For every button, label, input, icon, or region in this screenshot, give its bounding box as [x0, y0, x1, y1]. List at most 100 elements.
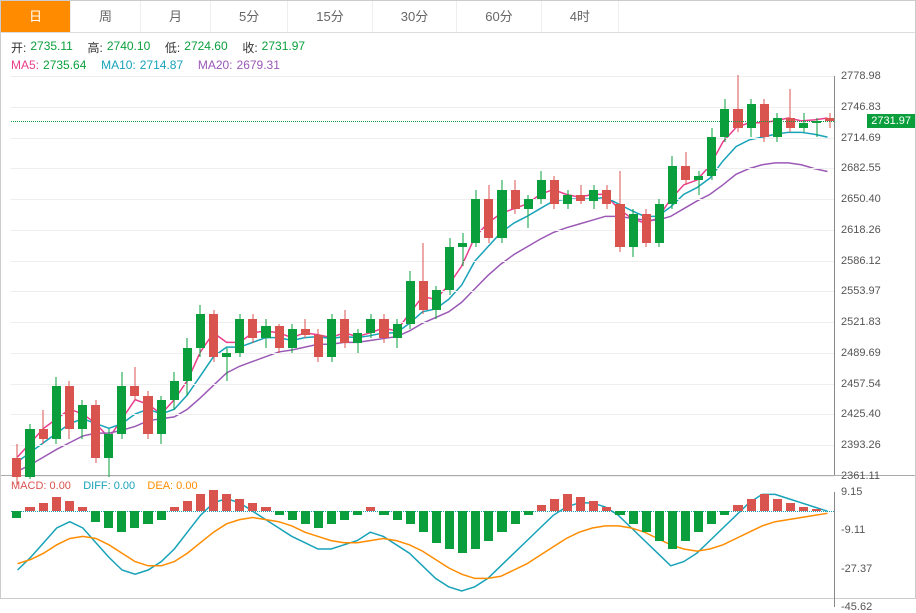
- diff-value: 0.00: [114, 480, 135, 492]
- macd-y-tick: 9.15: [841, 486, 862, 498]
- tab-3[interactable]: 5分: [211, 1, 288, 32]
- macd-bar: [484, 511, 493, 540]
- y-tick: 2746.83: [841, 101, 881, 113]
- macd-bar: [261, 507, 270, 511]
- macd-bar: [12, 511, 21, 517]
- macd-bar: [733, 505, 742, 511]
- macd-bar: [393, 511, 402, 519]
- chart-container: 日周月5分15分30分60分4时 开: 2735.11 高: 2740.10 低…: [0, 0, 916, 599]
- tab-0[interactable]: 日: [1, 1, 71, 32]
- macd-bar: [458, 511, 467, 553]
- tab-6[interactable]: 60分: [457, 1, 541, 32]
- macd-bar: [747, 499, 756, 512]
- macd-bar: [419, 511, 428, 532]
- macd-bar: [524, 511, 533, 515]
- y-tick: 2361.11: [841, 470, 880, 482]
- y-tick: 2521.83: [841, 316, 881, 328]
- macd-bar: [602, 507, 611, 511]
- y-tick: 2714.69: [841, 132, 881, 144]
- macd-bar: [78, 507, 87, 511]
- current-price-tag: 2731.97: [867, 114, 915, 128]
- macd-bar: [91, 511, 100, 521]
- y-tick: 2650.40: [841, 193, 881, 205]
- macd-bar: [720, 511, 729, 515]
- tab-1[interactable]: 周: [71, 1, 141, 32]
- macd-bar: [25, 507, 34, 511]
- macd-info: MACD: 0.00 DIFF: 0.00 DEA: 0.00: [1, 476, 915, 492]
- macd-bar: [275, 511, 284, 515]
- macd-bar: [760, 494, 769, 511]
- macd-bar: [589, 501, 598, 511]
- y-tick: 2489.69: [841, 347, 881, 359]
- macd-bar: [655, 511, 664, 540]
- y-tick: 2586.12: [841, 255, 881, 267]
- macd-bar: [406, 511, 415, 524]
- timeframe-tabs: 日周月5分15分30分60分4时: [1, 1, 915, 33]
- ma5-value: 2735.64: [43, 58, 86, 72]
- ma10-value: 2714.87: [140, 58, 183, 72]
- tab-5[interactable]: 30分: [373, 1, 457, 32]
- macd-y-tick: -45.62: [841, 601, 872, 613]
- macd-bar: [65, 501, 74, 511]
- macd-bar: [497, 511, 506, 532]
- macd-bar: [39, 503, 48, 511]
- low-label: 低:: [165, 39, 180, 56]
- tab-2[interactable]: 月: [141, 1, 211, 32]
- macd-bar: [104, 511, 113, 528]
- y-tick: 2618.26: [841, 224, 881, 236]
- macd-bar: [130, 511, 139, 528]
- macd-bar: [432, 511, 441, 542]
- candlestick-chart[interactable]: 2778.982746.832714.692682.552650.402618.…: [1, 76, 915, 476]
- y-tick: 2553.97: [841, 285, 881, 297]
- macd-bar: [694, 511, 703, 532]
- macd-value: 0.00: [50, 480, 71, 492]
- macd-bar: [550, 499, 559, 512]
- macd-bar: [301, 511, 310, 524]
- low-value: 2724.60: [184, 39, 227, 56]
- ma20-value: 2679.31: [237, 58, 280, 72]
- y-tick: 2425.40: [841, 408, 881, 420]
- macd-bar: [668, 511, 677, 549]
- macd-bar: [327, 511, 336, 524]
- macd-bar: [642, 511, 651, 532]
- macd-bar: [812, 509, 821, 511]
- tab-7[interactable]: 4时: [542, 1, 619, 32]
- macd-bar: [799, 507, 808, 511]
- macd-bar: [773, 499, 782, 512]
- macd-bar: [117, 511, 126, 532]
- ma5-label: MA5:: [11, 58, 39, 72]
- macd-bar: [366, 507, 375, 511]
- open-label: 开:: [11, 39, 26, 56]
- macd-y-tick: -27.37: [841, 563, 872, 575]
- macd-bar: [235, 499, 244, 512]
- info-bar: 开: 2735.11 高: 2740.10 低: 2724.60 收: 2731…: [1, 33, 915, 76]
- macd-bar: [157, 511, 166, 519]
- macd-bar: [248, 503, 257, 511]
- close-label: 收:: [242, 39, 257, 56]
- macd-bar: [707, 511, 716, 524]
- macd-bar: [563, 494, 572, 511]
- y-tick: 2457.54: [841, 378, 881, 390]
- y-tick: 2778.98: [841, 70, 881, 82]
- macd-chart[interactable]: 9.15-9.11-27.37-45.62: [1, 492, 915, 607]
- macd-bar: [786, 503, 795, 511]
- diff-label: DIFF:: [83, 480, 111, 492]
- macd-bar: [288, 511, 297, 519]
- y-tick: 2682.55: [841, 162, 881, 174]
- macd-bar: [576, 497, 585, 512]
- tab-4[interactable]: 15分: [288, 1, 372, 32]
- macd-bar: [183, 501, 192, 511]
- macd-bar: [143, 511, 152, 524]
- close-value: 2731.97: [262, 39, 305, 56]
- macd-bar: [340, 511, 349, 519]
- y-tick: 2393.26: [841, 439, 881, 451]
- macd-bar: [209, 490, 218, 511]
- macd-bar: [629, 511, 638, 524]
- ma20-label: MA20:: [198, 58, 233, 72]
- macd-bar: [471, 511, 480, 549]
- macd-bar: [314, 511, 323, 528]
- macd-bar: [196, 494, 205, 511]
- macd-bar: [170, 507, 179, 511]
- macd-bar: [681, 511, 690, 540]
- macd-bar: [511, 511, 520, 524]
